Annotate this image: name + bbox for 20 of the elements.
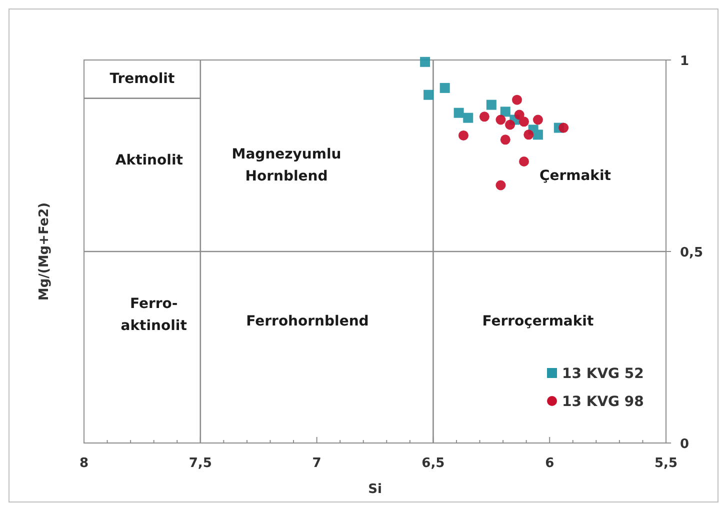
legend-label: 13 KVG 98 [562, 394, 644, 410]
x-tick-label: 8 [79, 456, 89, 471]
annotation: Ferroçermakit [482, 313, 594, 330]
annotation: Aktinolit [115, 152, 184, 169]
x-tick-label: 6,5 [422, 456, 445, 471]
annotation: Magnezyumlu Hornblend [232, 146, 342, 184]
x-tick-label: 5,5 [654, 456, 678, 471]
x-tick-label: 6 [545, 456, 554, 471]
annotation: Çermakit [539, 168, 612, 184]
y-tick-label: 1 [680, 54, 690, 69]
y-axis-title: Mg/(Mg+Fe2) [37, 202, 52, 301]
legend-label: 13 KVG 52 [562, 366, 644, 382]
x-tick-label: 7,5 [188, 456, 212, 471]
annotation: Ferro- aktinolit [120, 296, 188, 334]
annotation: Ferrohornblend [246, 313, 369, 330]
x-tick-label: 7 [312, 456, 322, 471]
annotation: Tremolit [110, 71, 175, 87]
y-tick-label: 0 [680, 437, 690, 452]
x-axis-title: Si [368, 482, 382, 497]
y-tick-label: 0,5 [680, 246, 704, 260]
